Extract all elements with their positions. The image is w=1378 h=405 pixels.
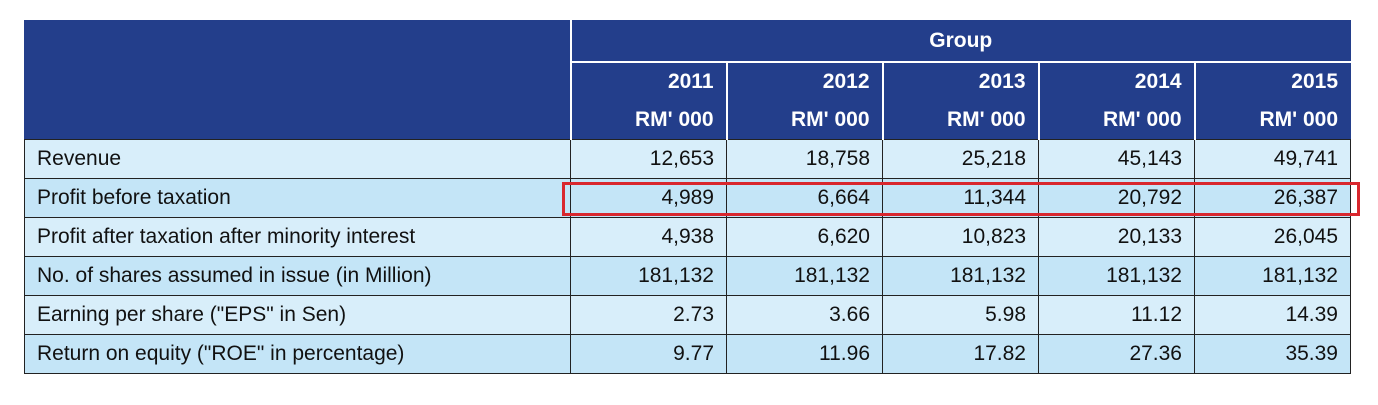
- value-cell: 11,344: [882, 178, 1039, 218]
- value-cell: 6,620: [726, 217, 883, 257]
- value-cell: 9.77: [570, 334, 727, 374]
- financial-table-container: Group 2011 2012 2013 2014 2015 RM' 000 R…: [24, 20, 1360, 374]
- value-cell: 45,143: [1038, 139, 1195, 179]
- value-cell: 4,989: [570, 178, 727, 218]
- value-cell: 181,132: [882, 256, 1039, 296]
- group-header: Group: [569, 20, 1351, 63]
- value-cell: 5.98: [882, 295, 1039, 335]
- value-cell: 4,938: [570, 217, 727, 257]
- unit-header-row: RM' 000 RM' 000 RM' 000 RM' 000 RM' 000: [25, 101, 1351, 140]
- row-label: Revenue: [24, 139, 571, 179]
- year-header: 2011: [569, 62, 727, 101]
- year-header-row: 2011 2012 2013 2014 2015: [25, 62, 1351, 101]
- year-header: 2014: [1037, 62, 1195, 101]
- value-cell: 10,823: [882, 217, 1039, 257]
- value-cell: 49,741: [1194, 139, 1351, 179]
- value-cell: 20,792: [1038, 178, 1195, 218]
- value-cell: 181,132: [726, 256, 883, 296]
- table-row: Return on equity ("ROE" in percentage) 9.…: [24, 334, 1351, 374]
- value-cell: 181,132: [1038, 256, 1195, 296]
- row-label: Profit before taxation: [24, 178, 571, 218]
- value-cell: 18,758: [726, 139, 883, 179]
- value-cell: 3.66: [726, 295, 883, 335]
- table-row: Earning per share ("EPS" in Sen) 2.73 3.66…: [24, 295, 1351, 335]
- value-cell: 11.96: [726, 334, 883, 374]
- header-corner-cell: [24, 20, 571, 140]
- table-row: No. of shares assumed in issue (in Milli…: [24, 256, 1351, 296]
- row-label: Earning per share ("EPS" in Sen): [24, 295, 571, 335]
- financial-summary-table: Group 2011 2012 2013 2014 2015 RM' 000 R…: [24, 20, 1351, 374]
- value-cell: 27.36: [1038, 334, 1195, 374]
- unit-header: RM' 000: [569, 101, 727, 140]
- unit-header: RM' 000: [1193, 101, 1351, 140]
- table-row: Revenue 12,653 18,758 25,218 45,143 49,741: [24, 139, 1351, 179]
- value-cell: 17.82: [882, 334, 1039, 374]
- row-label: No. of shares assumed in issue (in Milli…: [24, 256, 571, 296]
- value-cell: 20,133: [1038, 217, 1195, 257]
- value-cell: 35.39: [1194, 334, 1351, 374]
- table-row: Profit after taxation after minority int…: [24, 217, 1351, 257]
- table-header: Group 2011 2012 2013 2014 2015 RM' 000 R…: [24, 20, 1351, 140]
- value-cell: 26,045: [1194, 217, 1351, 257]
- unit-header: RM' 000: [1037, 101, 1195, 140]
- value-cell: 11.12: [1038, 295, 1195, 335]
- year-header: 2013: [881, 62, 1039, 101]
- table-row: Profit before taxation 4,989 6,664 11,344 20…: [24, 178, 1351, 218]
- year-header: 2015: [1193, 62, 1351, 101]
- value-cell: 25,218: [882, 139, 1039, 179]
- row-label: Return on equity ("ROE" in percentage): [24, 334, 571, 374]
- unit-header: RM' 000: [725, 101, 883, 140]
- value-cell: 12,653: [570, 139, 727, 179]
- value-cell: 181,132: [1194, 256, 1351, 296]
- value-cell: 26,387: [1194, 178, 1351, 218]
- table-body: Revenue 12,653 18,758 25,218 45,143 49,741 Pro…: [24, 139, 1351, 374]
- value-cell: 6,664: [726, 178, 883, 218]
- value-cell: 2.73: [570, 295, 727, 335]
- row-label: Profit after taxation after minority int…: [24, 217, 571, 257]
- value-cell: 181,132: [570, 256, 727, 296]
- value-cell: 14.39: [1194, 295, 1351, 335]
- year-header: 2012: [725, 62, 883, 101]
- unit-header: RM' 000: [881, 101, 1039, 140]
